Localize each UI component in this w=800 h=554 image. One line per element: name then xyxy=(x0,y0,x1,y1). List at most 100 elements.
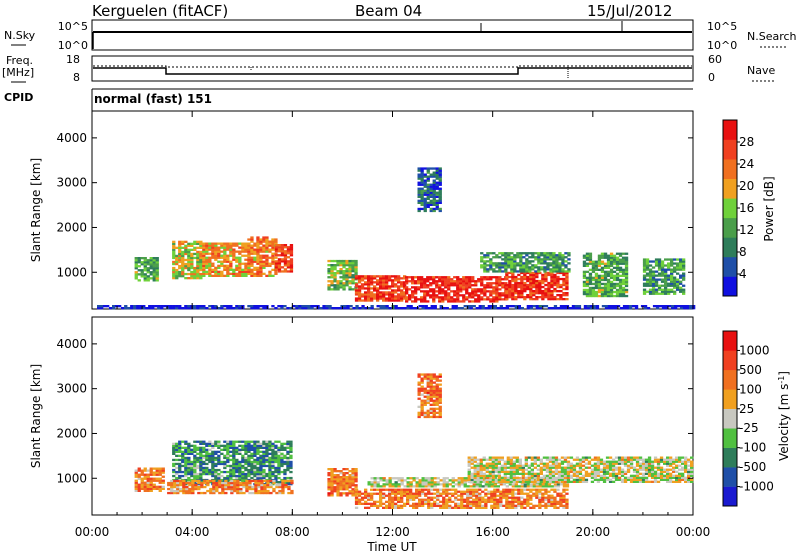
heatmap-cell xyxy=(351,488,355,491)
heatmap-cell xyxy=(376,297,380,300)
heatmap-cell xyxy=(505,305,509,308)
heatmap-cell xyxy=(253,250,257,253)
heatmap-cell xyxy=(512,472,516,475)
heatmap-cell xyxy=(562,307,567,310)
heatmap-cell xyxy=(511,504,515,507)
heatmap-cell xyxy=(559,498,563,501)
heatmap-cell xyxy=(432,209,436,213)
heatmap-cell xyxy=(465,284,469,287)
heatmap-cell xyxy=(184,472,188,476)
heatmap-cell xyxy=(486,252,490,255)
heatmap-cell xyxy=(354,289,359,292)
heatmap-cell xyxy=(262,442,266,445)
heatmap-cell xyxy=(621,286,626,290)
heatmap-cell xyxy=(266,483,270,487)
heatmap-cell xyxy=(427,488,431,491)
heatmap-cell xyxy=(460,483,464,486)
heatmap-cell xyxy=(173,483,177,487)
heatmap-cell xyxy=(603,266,608,269)
heatmap-cell xyxy=(548,464,553,467)
heatmap-cell xyxy=(239,481,243,485)
heatmap-cell xyxy=(351,276,355,279)
heatmap-cell xyxy=(259,474,263,478)
heatmap-cell xyxy=(526,492,530,495)
heatmap-cell xyxy=(563,466,568,469)
heatmap-cell xyxy=(241,474,245,478)
heatmap-cell xyxy=(265,260,269,263)
heatmap-cell xyxy=(435,181,439,184)
heatmap-cell xyxy=(490,504,494,507)
heatmap-cell xyxy=(203,485,207,489)
heatmap-cell xyxy=(205,468,209,472)
heatmap-cell xyxy=(467,470,471,473)
heatmap-cell xyxy=(205,450,209,453)
heatmap-cell xyxy=(280,462,284,466)
heatmap-cell xyxy=(345,262,349,265)
heatmap-cell xyxy=(536,456,540,459)
heatmap-cell xyxy=(253,466,257,470)
heatmap-cell xyxy=(429,201,433,204)
heatmap-cell xyxy=(529,275,533,279)
heatmap-cell xyxy=(211,254,215,257)
heatmap-cell xyxy=(339,476,343,479)
heatmap-cell xyxy=(520,483,524,486)
heatmap-cell xyxy=(409,488,413,491)
heatmap-cell xyxy=(391,307,395,310)
heatmap-cell xyxy=(155,469,159,472)
heatmap-cell xyxy=(501,282,505,285)
heatmap-cell xyxy=(513,256,517,259)
nsky-left-tick-top: 10^5 xyxy=(58,20,88,33)
heatmap-cell xyxy=(420,290,424,293)
heatmap-cell xyxy=(530,468,534,471)
heatmap-cell xyxy=(549,256,553,259)
heatmap-cell xyxy=(489,284,493,287)
heatmap-cell xyxy=(421,481,425,484)
heatmap-cell xyxy=(382,477,386,480)
nsky-left-tick-bottom: 10^0 xyxy=(58,39,88,52)
heatmap-cell xyxy=(544,283,548,287)
heatmap-cell xyxy=(191,491,195,495)
heatmap-cell xyxy=(541,279,545,283)
heatmap-cell xyxy=(559,305,564,308)
heatmap-cell xyxy=(172,260,176,264)
heatmap-cell xyxy=(550,496,554,499)
heatmap-cell xyxy=(203,479,207,483)
heatmap-cell xyxy=(603,278,608,282)
heatmap-cell xyxy=(550,294,554,297)
heatmap-cell xyxy=(563,460,568,463)
heatmap-cell xyxy=(654,258,659,261)
heatmap-cell xyxy=(651,278,656,281)
heatmap-cell xyxy=(274,476,278,480)
heatmap-cell xyxy=(205,246,209,249)
heatmap-cell xyxy=(405,298,409,301)
heatmap-cell xyxy=(664,270,668,273)
heatmap-cell xyxy=(527,480,531,483)
heatmap-cell xyxy=(262,450,266,453)
heatmap-cell xyxy=(474,282,478,285)
heatmap-cell xyxy=(247,260,251,263)
heatmap-cell xyxy=(561,264,565,267)
heatmap-cell xyxy=(268,470,272,474)
heatmap-cell xyxy=(408,298,412,301)
heatmap-cell xyxy=(473,472,477,475)
heatmap-cell xyxy=(253,446,257,449)
heatmap-cell xyxy=(660,268,665,271)
heatmap-cell xyxy=(232,446,236,449)
velocity-heatmap-cells xyxy=(134,373,694,509)
heatmap-cell xyxy=(477,294,481,297)
heatmap-cell xyxy=(423,205,427,208)
heatmap-cell xyxy=(175,246,179,249)
heatmap-cell xyxy=(376,299,380,302)
heatmap-cell xyxy=(559,492,563,495)
heatmap-cell xyxy=(333,272,337,275)
heatmap-cell xyxy=(557,466,562,469)
heatmap-cell xyxy=(274,264,279,267)
heatmap-cell xyxy=(188,489,192,493)
heatmap-cell xyxy=(271,456,275,460)
heatmap-cell xyxy=(438,177,442,180)
heatmap-cell xyxy=(657,264,662,267)
freq-left-label-2: [MHz] xyxy=(2,66,34,79)
heatmap-cell xyxy=(327,472,331,475)
heatmap-cell xyxy=(283,260,288,263)
heatmap-cell xyxy=(161,471,165,474)
